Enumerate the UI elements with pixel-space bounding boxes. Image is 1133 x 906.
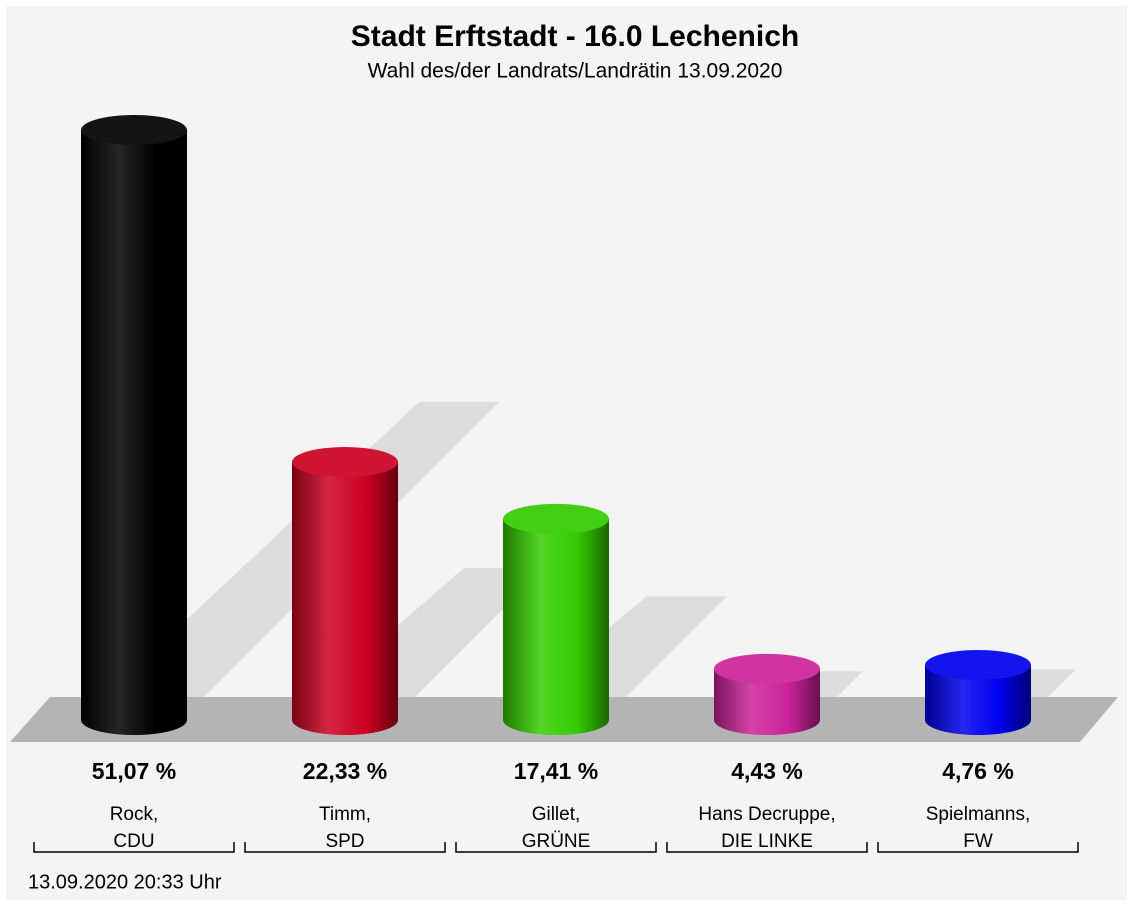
category-bracket xyxy=(455,842,657,853)
bar-top xyxy=(81,115,187,145)
category-bracket xyxy=(877,842,1079,853)
value-label: 4,76 % xyxy=(942,758,1014,784)
x-tick-label: DIE LINKE xyxy=(721,831,813,852)
x-tick-label: Rock, xyxy=(110,804,159,825)
chart-title: Stadt Erftstadt - 16.0 Lechenich xyxy=(351,20,799,53)
value-label: 17,41 % xyxy=(514,758,598,784)
value-label: 4,43 % xyxy=(731,758,803,784)
bar-top xyxy=(292,447,398,478)
bar-top xyxy=(714,653,820,684)
footer: 13.09.2020 20:33 Uhr xyxy=(28,871,222,893)
chart-subtitle: Wahl des/der Landrats/Landrätin 13.09.20… xyxy=(368,60,783,83)
bar xyxy=(503,518,609,735)
chart-background xyxy=(6,6,1127,900)
bar-top xyxy=(925,650,1031,681)
value-label: 22,33 % xyxy=(303,758,387,784)
category-bracket xyxy=(666,842,868,853)
category-bracket xyxy=(244,842,446,853)
x-tick-label: Hans Decruppe, xyxy=(698,804,835,825)
x-tick-label: Timm, xyxy=(319,804,371,825)
bar xyxy=(925,665,1031,735)
x-tick-label: Gillet, xyxy=(532,804,581,825)
bar-top xyxy=(503,503,609,534)
x-tick-label: SPD xyxy=(325,831,364,852)
x-tick-label: CDU xyxy=(113,831,154,852)
x-tick-label: Spielmanns, xyxy=(926,804,1031,825)
bar xyxy=(81,130,187,735)
value-label: 51,07 % xyxy=(92,758,176,784)
x-tick-label: GRÜNE xyxy=(522,831,591,852)
x-tick-label: FW xyxy=(963,831,993,852)
category-bracket xyxy=(33,842,235,853)
bar xyxy=(292,462,398,735)
bar xyxy=(714,668,820,735)
